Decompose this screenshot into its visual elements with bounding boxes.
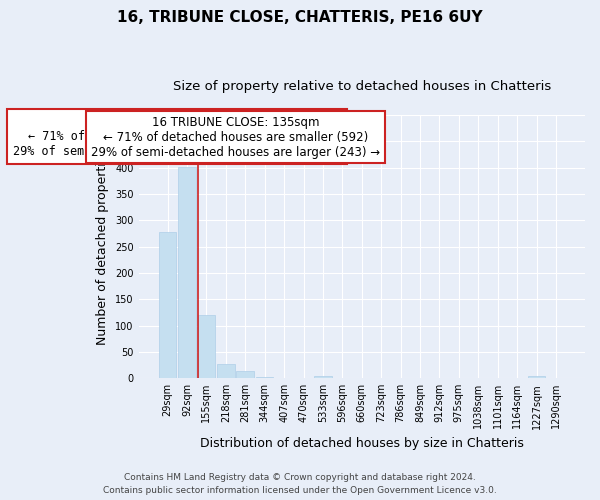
Bar <box>159 232 176 378</box>
Text: 16, TRIBUNE CLOSE, CHATTERIS, PE16 6UY: 16, TRIBUNE CLOSE, CHATTERIS, PE16 6UY <box>117 10 483 25</box>
Bar <box>236 371 254 378</box>
Bar <box>528 376 545 378</box>
Title: Size of property relative to detached houses in Chatteris: Size of property relative to detached ho… <box>173 80 551 93</box>
Bar <box>217 364 235 378</box>
Bar <box>178 167 196 378</box>
Bar <box>197 315 215 378</box>
Text: 16 TRIBUNE CLOSE: 135sqm
← 71% of detached houses are smaller (592)
29% of semi-: 16 TRIBUNE CLOSE: 135sqm ← 71% of detach… <box>13 115 341 158</box>
Bar <box>256 376 274 378</box>
Text: Contains HM Land Registry data © Crown copyright and database right 2024.
Contai: Contains HM Land Registry data © Crown c… <box>103 473 497 495</box>
Text: 16 TRIBUNE CLOSE: 135sqm
← 71% of detached houses are smaller (592)
29% of semi-: 16 TRIBUNE CLOSE: 135sqm ← 71% of detach… <box>91 116 380 158</box>
X-axis label: Distribution of detached houses by size in Chatteris: Distribution of detached houses by size … <box>200 437 524 450</box>
Y-axis label: Number of detached properties: Number of detached properties <box>97 148 109 345</box>
Bar <box>314 376 332 378</box>
